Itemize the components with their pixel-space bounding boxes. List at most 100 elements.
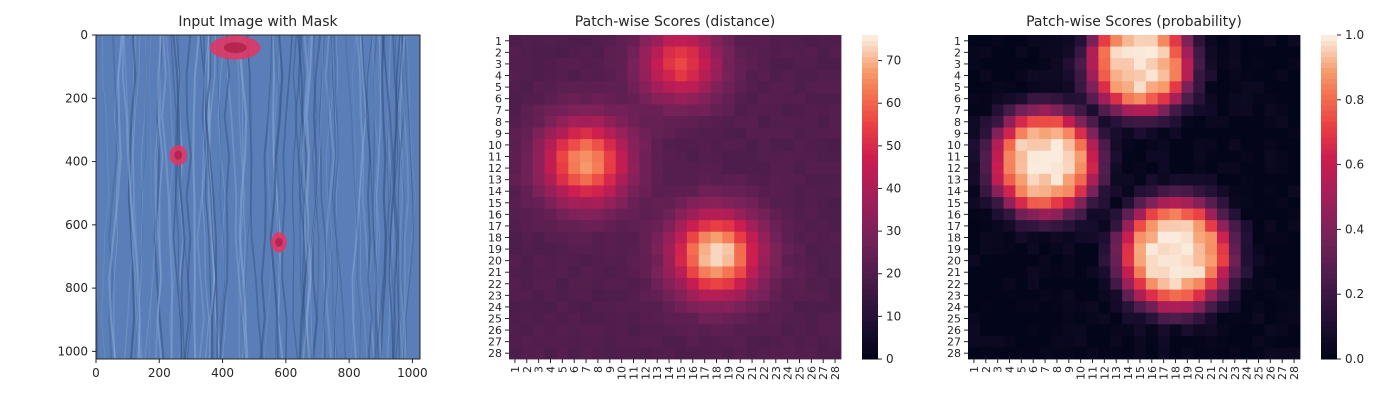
grain-streak <box>259 35 273 359</box>
heatmap-cell <box>1240 301 1253 314</box>
heatmap-cell <box>805 46 818 59</box>
colorbar-segment <box>1321 353 1337 360</box>
heatmap-cell <box>1193 220 1206 233</box>
heatmap-cell <box>746 289 759 302</box>
grain-streak <box>234 35 246 359</box>
heatmap-cell <box>1169 254 1182 267</box>
colorbar-segment <box>1321 272 1337 279</box>
heatmap-cell <box>1051 127 1064 140</box>
heatmap-cell <box>746 185 759 198</box>
heatmap-cell <box>710 139 723 152</box>
heatmap-cell <box>1015 35 1028 47</box>
heatmap-cell <box>1145 289 1159 302</box>
heatmap-cell <box>1264 35 1277 47</box>
heatmap-cell <box>651 35 664 47</box>
heatmap-cell <box>746 173 759 186</box>
heatmap-cell <box>1003 208 1016 221</box>
heatmap-cell <box>1169 35 1182 47</box>
heatmap-cell <box>1228 289 1242 302</box>
heatmap-cell <box>1027 254 1040 267</box>
heatmap-cell <box>734 208 747 221</box>
colorbar-segment <box>1321 332 1337 338</box>
y-tick-label: 21 <box>488 266 502 279</box>
heatmap-cell <box>1205 208 1218 221</box>
heatmap-cell <box>1003 116 1016 128</box>
heatmap-cell <box>817 69 830 82</box>
colorbar-segment <box>1321 110 1337 117</box>
heatmap-cell <box>781 127 794 140</box>
heatmap-cell <box>1122 92 1135 105</box>
heatmap-cell <box>568 231 581 244</box>
heatmap-cell <box>1074 335 1087 348</box>
heatmap-cell <box>532 104 545 117</box>
heatmap-cell <box>544 347 557 360</box>
heatmap-cell <box>1062 173 1076 186</box>
heatmap-cell <box>556 208 569 221</box>
heatmap-cell <box>817 312 830 325</box>
heatmap-cell <box>1157 104 1170 117</box>
heatmap-cell <box>1193 324 1206 337</box>
heatmap-cell <box>1122 231 1135 244</box>
heatmap-cell <box>1217 35 1230 47</box>
heatmap-cell <box>1098 173 1111 186</box>
heatmap-cell <box>1003 301 1016 314</box>
heatmap-cell <box>1039 231 1052 244</box>
heatmap-cell <box>686 58 700 71</box>
heatmap-cell <box>769 266 783 279</box>
heatmap-cell <box>1252 254 1265 267</box>
heatmap-cell <box>710 46 723 59</box>
grain-streak <box>319 35 327 359</box>
heatmap-cell <box>781 104 794 117</box>
heatmap-cell <box>580 104 593 117</box>
colorbar-segment <box>862 56 878 63</box>
heatmap-cell <box>1086 162 1099 175</box>
heatmap-cell <box>615 254 628 267</box>
heatmap-cell <box>1003 243 1016 256</box>
colorbar-segment <box>862 348 878 355</box>
y-tick-label: 12 <box>488 162 502 175</box>
heatmap-cell <box>805 139 818 152</box>
y-tick-label: 1 <box>954 35 961 48</box>
heatmap-cell <box>651 243 664 256</box>
grain-streak <box>374 35 393 359</box>
heatmap-cell <box>1074 116 1087 128</box>
heatmap-cell <box>675 104 688 117</box>
x-tick-label: 4 <box>1004 366 1017 373</box>
grain-streak <box>397 35 405 359</box>
heatmap-cell <box>722 35 735 47</box>
heatmap-cell <box>1122 35 1135 47</box>
heatmap-cell <box>722 208 735 221</box>
heatmap-cell <box>698 58 711 71</box>
grain-streak <box>134 35 148 359</box>
colorbar-tick-label: 50 <box>886 139 901 153</box>
heatmap-cell <box>1252 162 1265 175</box>
x-tick-label: 4 <box>545 366 558 373</box>
heatmap-cell <box>1051 324 1064 337</box>
heatmap-cell <box>710 116 723 128</box>
colorbar-segment <box>1321 261 1337 268</box>
heatmap-cell <box>1181 231 1194 244</box>
heatmap-cell <box>979 150 993 163</box>
y-tick-label: 24 <box>947 301 961 314</box>
heatmap-cell <box>817 220 830 233</box>
heatmap-cell <box>734 197 747 209</box>
colorbar-segment <box>862 213 878 220</box>
heatmap-cell <box>1051 197 1064 209</box>
heatmap-cell <box>722 266 735 279</box>
heatmap-cell <box>793 266 806 279</box>
heatmap-cell <box>1264 266 1277 279</box>
heatmap-cell <box>746 92 759 105</box>
heatmap-cell <box>651 81 664 94</box>
heatmap-cell <box>722 58 735 71</box>
heatmap-cell <box>580 197 593 209</box>
y-tick-label: 19 <box>488 243 502 256</box>
colorbar-segment <box>862 116 878 122</box>
colorbar-segment <box>1321 148 1337 155</box>
heatmap-cell <box>1086 312 1099 325</box>
grain-streak <box>131 35 141 359</box>
heatmap-cell <box>793 92 806 105</box>
y-tick-label: 24 <box>488 301 502 314</box>
heatmap-cell <box>1062 92 1076 105</box>
y-tick-label: 26 <box>488 324 502 337</box>
